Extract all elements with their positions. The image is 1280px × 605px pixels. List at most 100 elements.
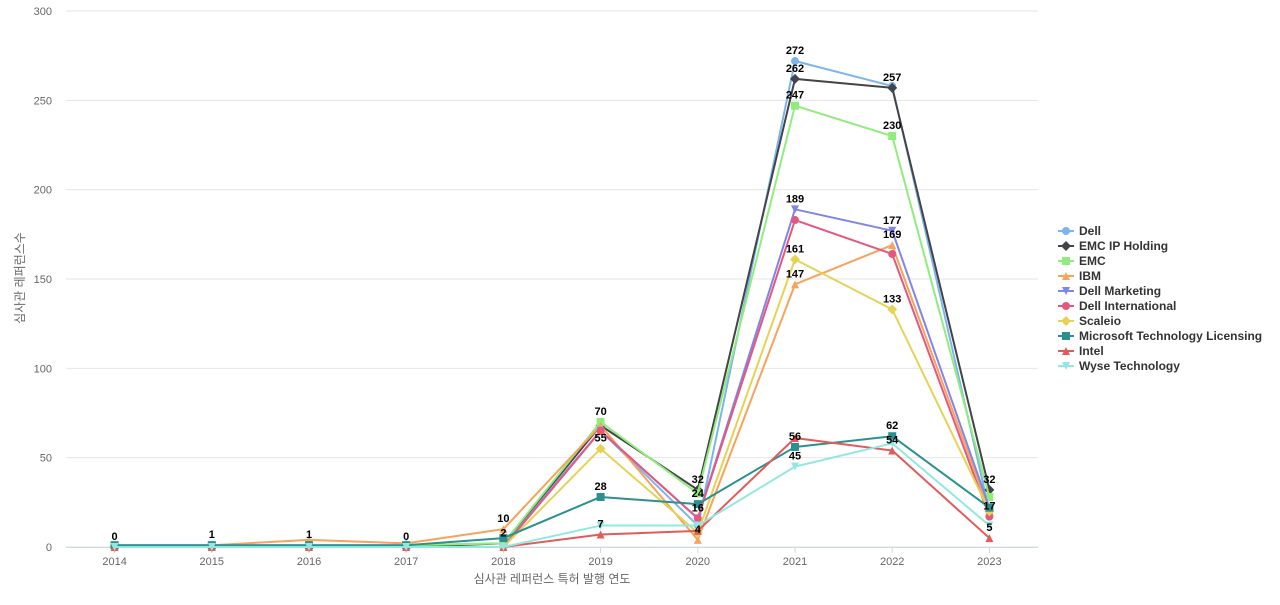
data-point — [791, 101, 799, 110]
x-tick-label: 2016 — [297, 556, 321, 568]
data-point — [985, 534, 994, 543]
legend-item-microsoft-technology-licensing[interactable]: Microsoft Technology Licensing — [1058, 329, 1262, 343]
legend-label: Microsoft Technology Licensing — [1079, 329, 1262, 343]
y-axis-title: 심사관 레퍼런스수 — [13, 232, 27, 324]
y-tick-label: 50 — [40, 453, 52, 465]
data-label: 147 — [786, 268, 804, 280]
y-tick-label: 250 — [34, 95, 52, 107]
series-dell-international — [110, 216, 994, 551]
data-point — [887, 82, 898, 93]
data-label: 177 — [883, 215, 901, 227]
data-label: 161 — [786, 243, 804, 255]
data-point — [888, 226, 897, 235]
data-label: 32 — [983, 474, 995, 486]
data-label: 16 — [692, 502, 704, 514]
data-label: 247 — [786, 90, 804, 102]
data-point — [888, 132, 897, 141]
series-line-microsoft-technology-licensing — [114, 435, 990, 547]
data-label: 230 — [883, 120, 901, 132]
legend-marker — [1062, 362, 1070, 370]
data-label: 62 — [886, 420, 898, 432]
data-point — [985, 521, 994, 530]
series-ibm — [110, 241, 994, 551]
x-tick-label: 2021 — [783, 556, 807, 568]
data-point — [693, 500, 702, 509]
data-label: 45 — [789, 451, 801, 463]
series-line-scaleio — [114, 258, 991, 548]
x-axis: 2014 2015 2016 2017 2018 2019 2020 2021 2022 2023 — [66, 547, 1038, 568]
x-tick-label: 2023 — [977, 556, 1001, 568]
legend-item-wyse-technology[interactable]: Wyse Technology — [1058, 359, 1180, 373]
data-point — [790, 254, 800, 265]
x-tick-label: 2014 — [102, 556, 126, 568]
data-point — [596, 492, 605, 501]
series-line-ibm — [114, 244, 991, 548]
series-line-dell — [114, 60, 991, 547]
x-tick-label: 2015 — [200, 556, 224, 568]
series-line-wyse-technology — [114, 442, 991, 548]
legend-label: Dell Marketing — [1079, 284, 1161, 298]
legend-item-ibm[interactable]: IBM — [1058, 269, 1101, 283]
data-label: 133 — [883, 293, 901, 305]
data-point — [499, 543, 508, 551]
data-point — [693, 514, 702, 523]
data-label: 70 — [594, 406, 606, 418]
data-point — [693, 526, 702, 535]
data-label: 1 — [306, 529, 312, 541]
x-axis-title: 심사관 레퍼런스 특허 발행 연도 — [474, 571, 631, 586]
data-point — [888, 446, 897, 455]
y-axis: 0 50 100 150 200 250 300 — [34, 6, 52, 554]
data-point — [596, 426, 605, 435]
data-point — [596, 530, 605, 539]
data-label: 1 — [209, 529, 215, 541]
legend-item-dell-marketing[interactable]: Dell Marketing — [1058, 284, 1161, 298]
data-point — [791, 434, 799, 443]
data-point — [791, 205, 799, 214]
data-point — [790, 73, 800, 84]
y-tick-label: 100 — [34, 363, 52, 375]
data-point — [888, 432, 897, 441]
series-scaleio — [109, 254, 995, 552]
x-tick-label: 2017 — [394, 556, 418, 568]
legend-label: Wyse Technology — [1079, 359, 1180, 373]
data-label: 272 — [786, 45, 804, 57]
legend-label: EMC IP Holding — [1079, 239, 1168, 253]
series-emc-ip-holding — [109, 73, 995, 552]
data-point — [791, 57, 799, 66]
data-label: 2 — [500, 527, 506, 539]
legend-label: Dell — [1079, 224, 1101, 238]
x-tick-label: 2022 — [880, 556, 904, 568]
data-label: 54 — [886, 435, 899, 447]
legend-marker — [1062, 332, 1070, 340]
legend-item-intel[interactable]: Intel — [1058, 344, 1104, 358]
data-point — [499, 534, 508, 543]
data-point — [305, 543, 313, 551]
legend-item-scaleio[interactable]: Scaleio — [1058, 314, 1121, 328]
data-label: 189 — [786, 193, 804, 205]
y-tick-label: 300 — [34, 6, 52, 18]
data-point — [596, 521, 605, 530]
data-point — [693, 489, 702, 498]
data-point — [985, 512, 994, 521]
data-point — [499, 525, 508, 534]
y-tick-label: 150 — [34, 274, 52, 286]
legend-label: Intel — [1079, 344, 1104, 358]
series-emc — [110, 101, 994, 550]
data-point — [985, 503, 994, 512]
data-label: 17 — [983, 501, 995, 513]
data-point — [791, 442, 799, 451]
legend-item-dell-international[interactable]: Dell International — [1058, 299, 1176, 313]
legend-item-emc-ip-holding[interactable]: EMC IP Holding — [1058, 239, 1168, 253]
data-point — [791, 462, 799, 471]
data-label: 257 — [883, 72, 901, 84]
data-label: 5 — [986, 522, 992, 534]
legend-item-emc[interactable]: EMC — [1058, 254, 1106, 268]
data-point — [693, 521, 702, 530]
data-point — [207, 543, 216, 551]
legend-item-dell[interactable]: Dell — [1058, 224, 1101, 238]
legend-marker — [1062, 272, 1070, 280]
series-layer — [109, 57, 995, 552]
